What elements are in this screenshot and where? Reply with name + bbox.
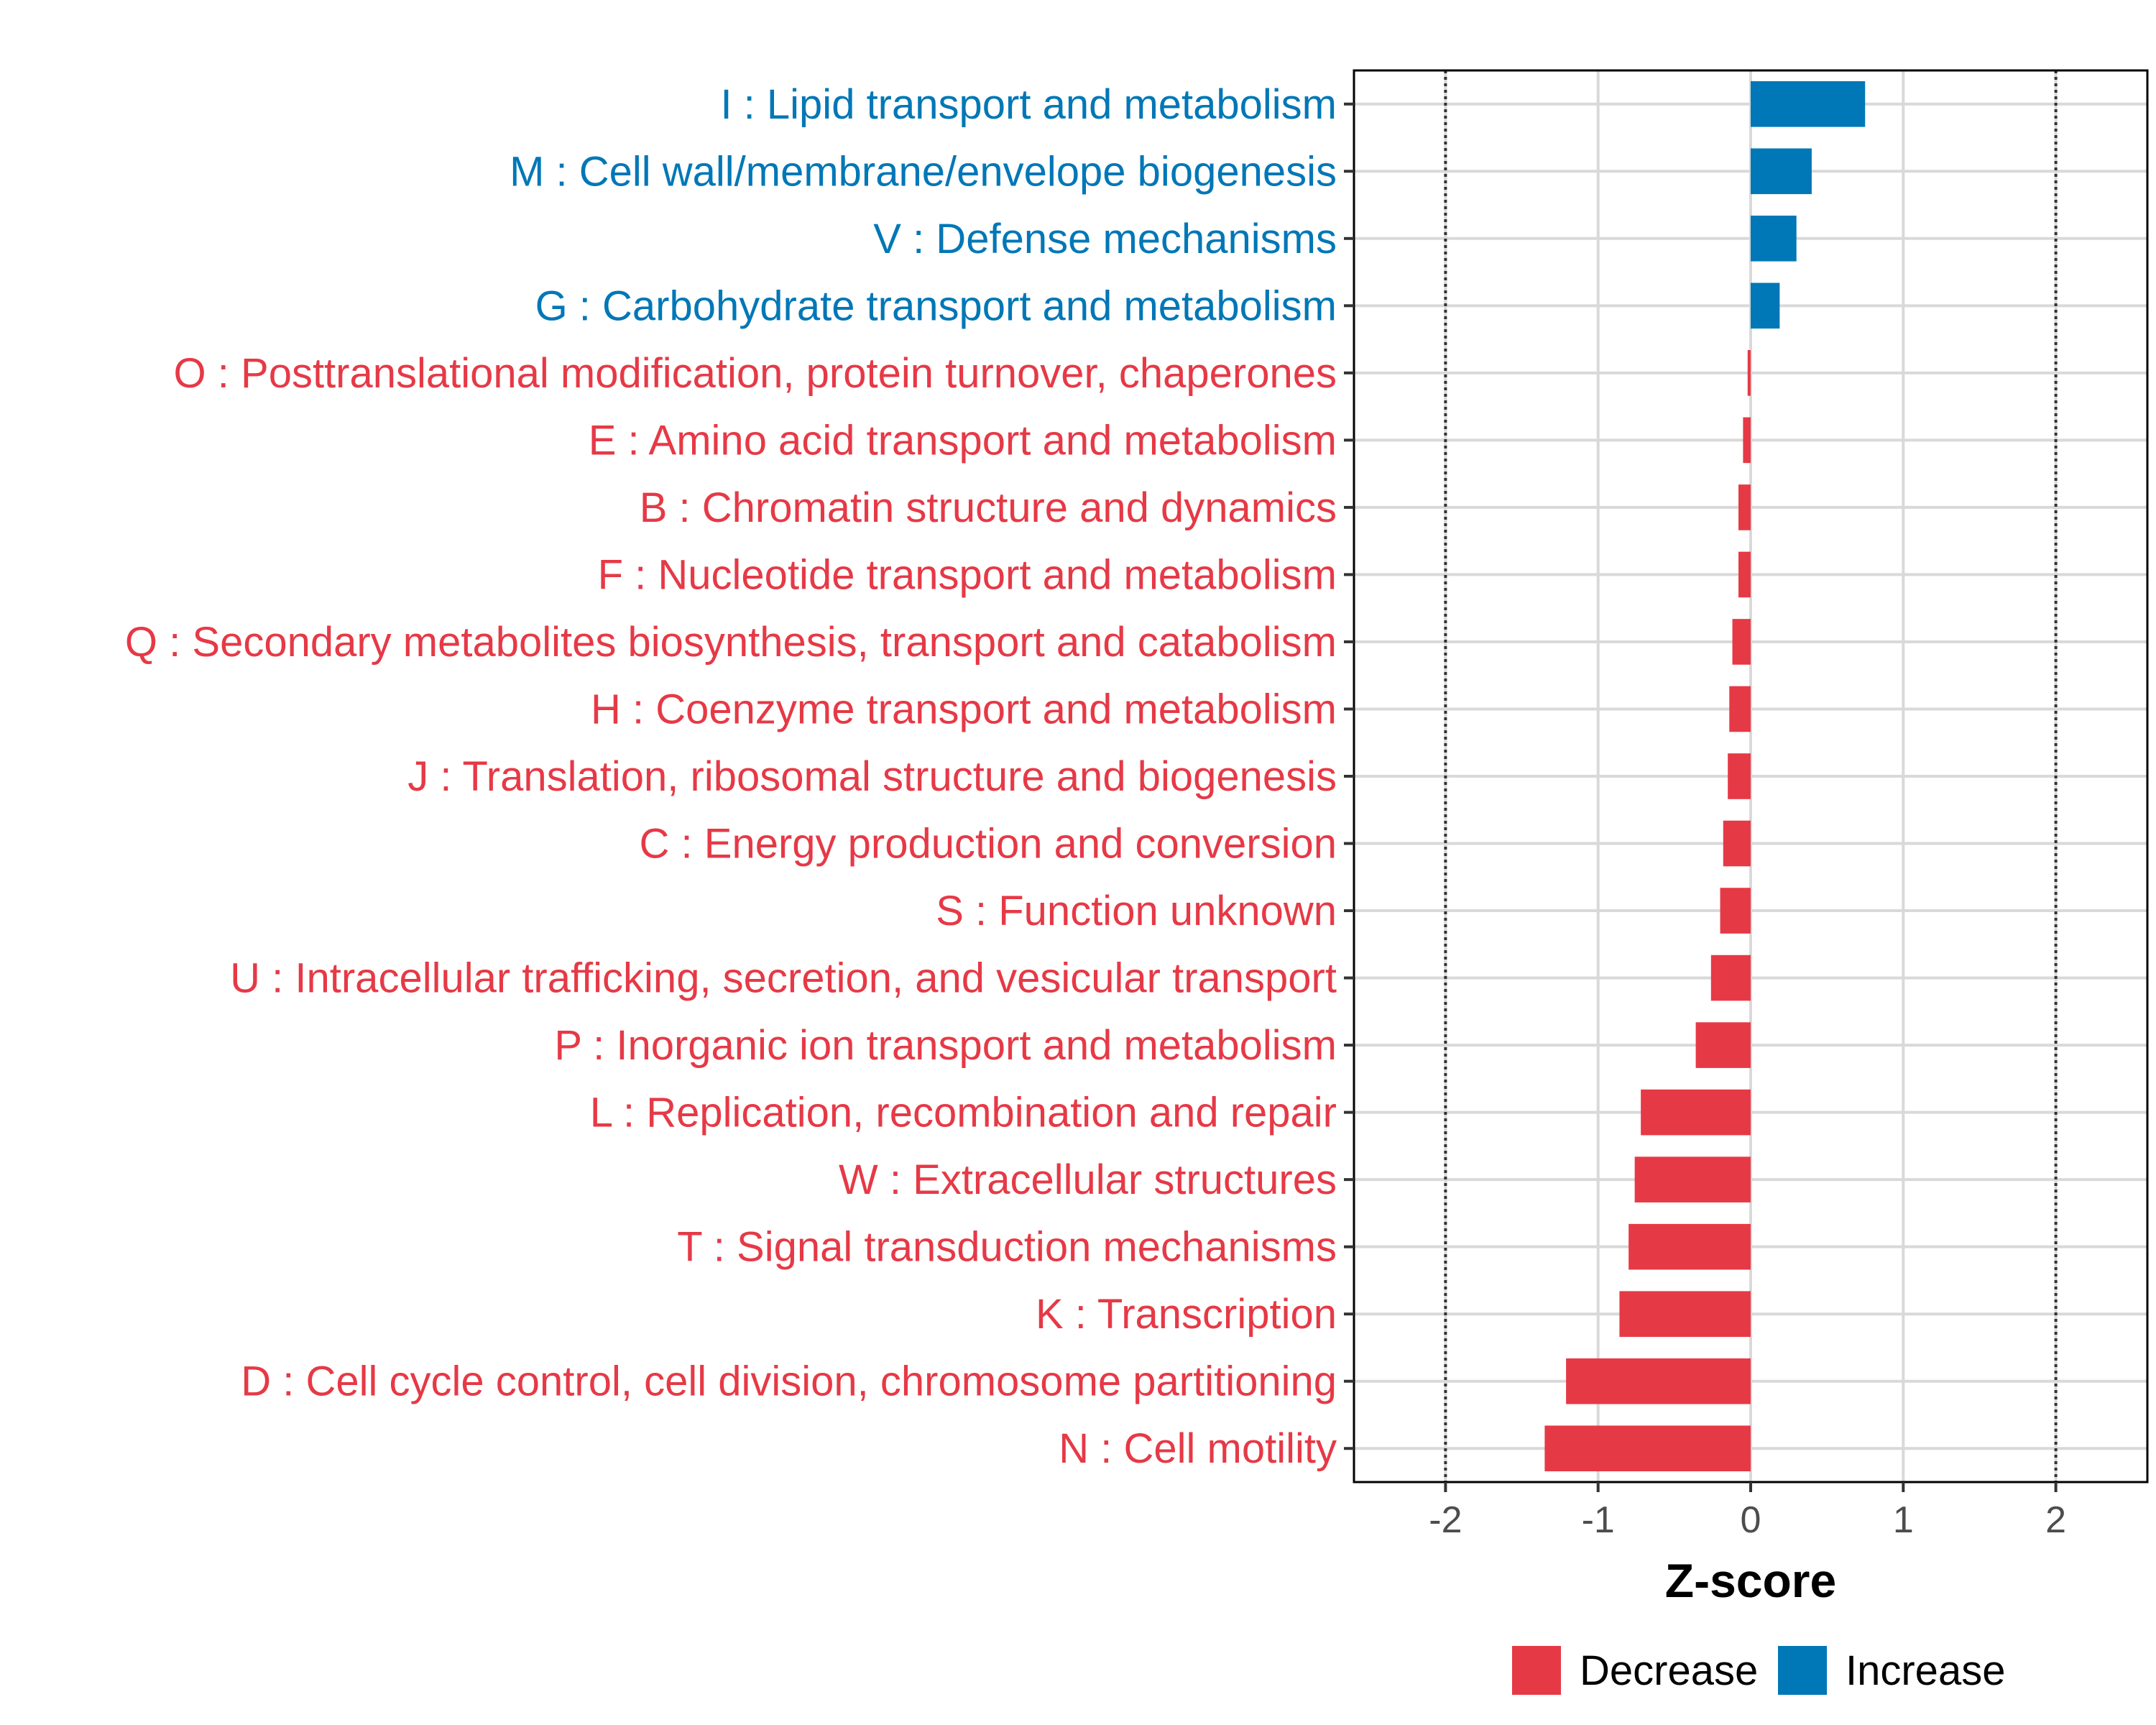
- bar: [1743, 417, 1751, 464]
- category-label: J : Translation, ribosomal structure and…: [407, 753, 1337, 800]
- bar: [1723, 820, 1751, 867]
- category-label: C : Energy production and conversion: [640, 821, 1337, 868]
- category-label: Q : Secondary metabolites biosynthesis, …: [125, 619, 1337, 666]
- x-tick-labels: -2 -1 0 1 2: [1429, 1499, 2066, 1541]
- bar: [1544, 1425, 1751, 1472]
- category-label: L : Replication, recombination and repai…: [590, 1090, 1337, 1136]
- bar: [1751, 282, 1780, 329]
- bar: [1751, 80, 1866, 127]
- bar: [1634, 1156, 1751, 1202]
- category-label: E : Amino acid transport and metabolism: [589, 417, 1337, 464]
- category-label: I : Lipid transport and metabolism: [720, 81, 1337, 128]
- x-axis-ticks: [1444, 1482, 2058, 1492]
- legend-label-increase: Increase: [1846, 1647, 2005, 1694]
- bar: [1729, 686, 1751, 732]
- category-labels: I : Lipid transport and metabolism M : Ce…: [125, 81, 1337, 1472]
- bar: [1732, 619, 1751, 665]
- bar: [1566, 1358, 1751, 1404]
- legend-key-increase: [1778, 1646, 1827, 1695]
- bar: [1738, 551, 1751, 598]
- x-axis-title: Z-score: [1665, 1554, 1836, 1607]
- bar: [1641, 1089, 1751, 1136]
- category-label: K : Transcription: [1036, 1291, 1337, 1338]
- x-tick-label: 1: [1893, 1499, 1914, 1541]
- bar: [1728, 753, 1751, 799]
- x-tick-label: -2: [1429, 1499, 1462, 1541]
- category-label: W : Extracellular structures: [839, 1156, 1337, 1203]
- bar: [1751, 148, 1812, 195]
- category-label: P : Inorganic ion transport and metaboli…: [554, 1022, 1337, 1069]
- bar: [1747, 350, 1751, 396]
- y-axis-ticks: [1344, 102, 1354, 1450]
- x-tick-label: -1: [1582, 1499, 1615, 1541]
- legend-label-decrease: Decrease: [1580, 1647, 1758, 1694]
- category-label: T : Signal transduction mechanisms: [677, 1224, 1337, 1271]
- x-tick-label: 2: [2045, 1499, 2066, 1541]
- bar: [1695, 1022, 1751, 1068]
- category-label: V : Defense mechanisms: [873, 216, 1337, 262]
- category-label: M : Cell wall/membrane/envelope biogenes…: [510, 148, 1337, 195]
- x-tick-label: 0: [1741, 1499, 1761, 1541]
- bar: [1619, 1291, 1751, 1337]
- category-label: U : Intracellular trafficking, secretion…: [230, 955, 1337, 1002]
- bar: [1738, 484, 1751, 530]
- bar: [1628, 1223, 1751, 1270]
- category-label: B : Chromatin structure and dynamics: [640, 484, 1337, 531]
- category-label: S : Function unknown: [936, 888, 1337, 934]
- category-label: H : Coenzyme transport and metabolism: [591, 686, 1337, 732]
- bars: [1544, 80, 1866, 1472]
- reference-lines: [1444, 70, 2058, 1482]
- legend-key-decrease: [1512, 1646, 1561, 1695]
- category-label: G : Carbohydrate transport and metabolis…: [535, 282, 1337, 329]
- category-label: D : Cell cycle control, cell division, c…: [241, 1358, 1337, 1405]
- category-label: F : Nucleotide transport and metabolism: [598, 551, 1337, 598]
- bar: [1751, 216, 1797, 262]
- legend: Decrease Increase: [1512, 1646, 2005, 1695]
- category-label: N : Cell motility: [1059, 1425, 1337, 1472]
- bar: [1720, 888, 1751, 934]
- category-label: O : Posttranslational modification, prot…: [174, 350, 1337, 397]
- bar: [1710, 954, 1751, 1001]
